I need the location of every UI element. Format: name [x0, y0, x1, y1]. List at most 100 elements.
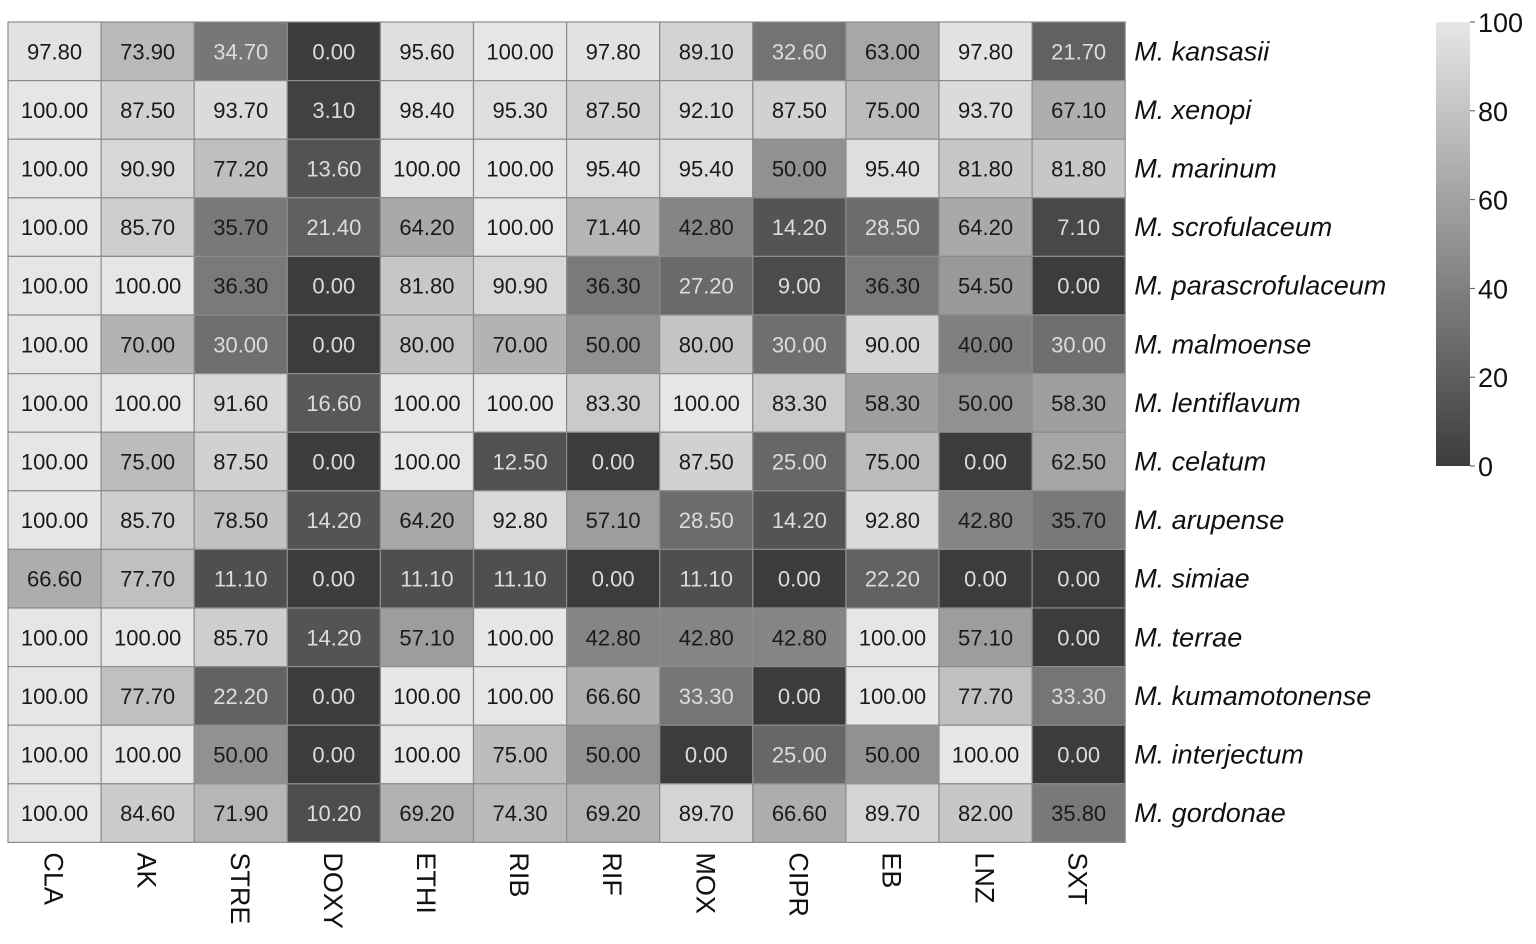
cell-value-label: 0.00: [964, 450, 1007, 475]
heatmap-cell: [286, 783, 381, 843]
row-label: M. malmoense: [1134, 329, 1311, 359]
heatmap-cell: [565, 373, 661, 433]
colorbar-tick-label: 60: [1478, 186, 1508, 216]
column-label: LNZ: [970, 852, 1000, 903]
cell-value-label: 30.00: [213, 332, 268, 357]
cell-value-label: 97.80: [586, 39, 641, 64]
cell-value-label: 100.00: [21, 450, 88, 475]
row-label: M. kansasii: [1134, 36, 1270, 66]
colorbar-tick-label: 40: [1478, 274, 1508, 304]
heatmap-cell: [472, 314, 568, 375]
heatmap-cell: [100, 724, 195, 785]
heatmap-cell: [472, 255, 568, 316]
heatmap-cell: [752, 607, 847, 668]
cell-value-label: 100.00: [486, 684, 553, 709]
cell-value-label: 84.60: [120, 801, 175, 826]
cell-value-label: 80.00: [679, 332, 734, 357]
cell-value-label: 0.00: [778, 684, 821, 709]
cells-layer: 97.80 73.90 34.70 0.00 95.60 100.00 97.80 89.10…: [7, 21, 1126, 843]
row-label: M. scrofulaceum: [1134, 212, 1332, 242]
cell-value-label: 14.20: [772, 215, 827, 240]
cell-value-label: 85.70: [120, 215, 175, 240]
row-label: M. xenopi: [1134, 95, 1252, 125]
heatmap-cell: [938, 724, 1033, 785]
heatmap-cell: [379, 138, 475, 199]
heatmap-cell: [472, 373, 568, 433]
cell-value-label: 81.80: [958, 157, 1013, 182]
cell-value-label: 73.90: [120, 39, 175, 64]
heatmap-cell: [938, 255, 1033, 316]
heatmap-cell: [286, 79, 381, 140]
cell-value-label: 12.50: [493, 450, 548, 475]
column-label: CLA: [39, 852, 69, 905]
heatmap-cell: [565, 79, 661, 140]
cell-value-label: 11.10: [400, 567, 453, 592]
cell-value-label: 11.10: [214, 567, 267, 592]
heatmap-cell: [938, 79, 1033, 140]
column-label: RIB: [504, 852, 534, 897]
cell-value-label: 89.70: [679, 801, 734, 826]
heatmap-cell: [845, 21, 940, 82]
cell-value-label: 83.30: [586, 391, 641, 416]
cell-value-label: 100.00: [859, 684, 926, 709]
cell-value-label: 93.70: [958, 98, 1013, 123]
heatmap-cell: [100, 548, 195, 609]
cell-value-label: 66.60: [772, 801, 827, 826]
column-label: SXT: [1063, 852, 1093, 905]
row-label: M. terrae: [1134, 622, 1242, 652]
cell-value-label: 97.80: [958, 39, 1013, 64]
heatmap-cell: [286, 548, 381, 609]
column-label: MOX: [690, 852, 720, 914]
cell-value-label: 100.00: [21, 98, 88, 123]
heatmap-cell: [565, 607, 661, 668]
heatmap-cell: [845, 431, 940, 492]
row-label: M. marinum: [1134, 154, 1277, 184]
cell-value-label: 100.00: [21, 743, 88, 768]
cell-value-label: 80.00: [399, 332, 454, 357]
heatmap-cell: [379, 255, 475, 316]
cell-value-label: 32.60: [772, 39, 827, 64]
heatmap-cell: [7, 607, 102, 668]
cell-value-label: 85.70: [120, 508, 175, 533]
heatmap-cell: [938, 431, 1033, 492]
cell-value-label: 16.60: [306, 391, 361, 416]
column-label: STRE: [225, 852, 255, 924]
cell-value-label: 82.00: [958, 801, 1013, 826]
cell-value-label: 57.10: [958, 625, 1013, 650]
cell-value-label: 64.20: [399, 215, 454, 240]
cell-value-label: 69.20: [399, 801, 454, 826]
heatmap-cell: [100, 79, 195, 140]
column-labels: CLA AK STRE DOXY ETHI RIB RIF MOX CIPR EB LNZ SXT: [39, 852, 1093, 929]
cell-value-label: 100.00: [486, 391, 553, 416]
cell-value-label: 9.00: [778, 274, 821, 299]
heatmap-cell: [845, 607, 940, 668]
cell-value-label: 77.70: [120, 684, 175, 709]
cell-value-label: 27.20: [679, 274, 734, 299]
heatmap-cell: [565, 431, 661, 492]
cell-value-label: 71.90: [213, 801, 268, 826]
cell-value-label: 35.70: [213, 215, 268, 240]
cell-value-label: 36.30: [865, 274, 920, 299]
cell-value-label: 35.70: [1051, 508, 1106, 533]
heatmap-cell: [659, 314, 754, 375]
cell-value-label: 58.30: [865, 391, 920, 416]
row-label: M. interjectum: [1134, 740, 1304, 770]
heatmap-cell: [193, 21, 288, 82]
cell-value-label: 66.60: [586, 684, 641, 709]
heatmap-cell: [938, 783, 1033, 843]
cell-value-label: 40.00: [958, 332, 1013, 357]
cell-value-label: 64.20: [958, 215, 1013, 240]
heatmap-cell: [1031, 373, 1126, 433]
heatmap-cell: [472, 21, 568, 82]
heatmap-cell: [193, 607, 288, 668]
heatmap-cell: [1031, 490, 1126, 550]
cell-value-label: 100.00: [21, 332, 88, 357]
cell-value-label: 100.00: [21, 215, 88, 240]
heatmap-cell: [193, 138, 288, 199]
cell-value-label: 14.20: [306, 508, 361, 533]
cell-value-label: 28.50: [679, 508, 734, 533]
cell-value-label: 100.00: [114, 743, 181, 768]
cell-value-label: 77.70: [120, 567, 175, 592]
heatmap-cell: [565, 548, 661, 609]
heatmap-cell: [1031, 79, 1126, 140]
